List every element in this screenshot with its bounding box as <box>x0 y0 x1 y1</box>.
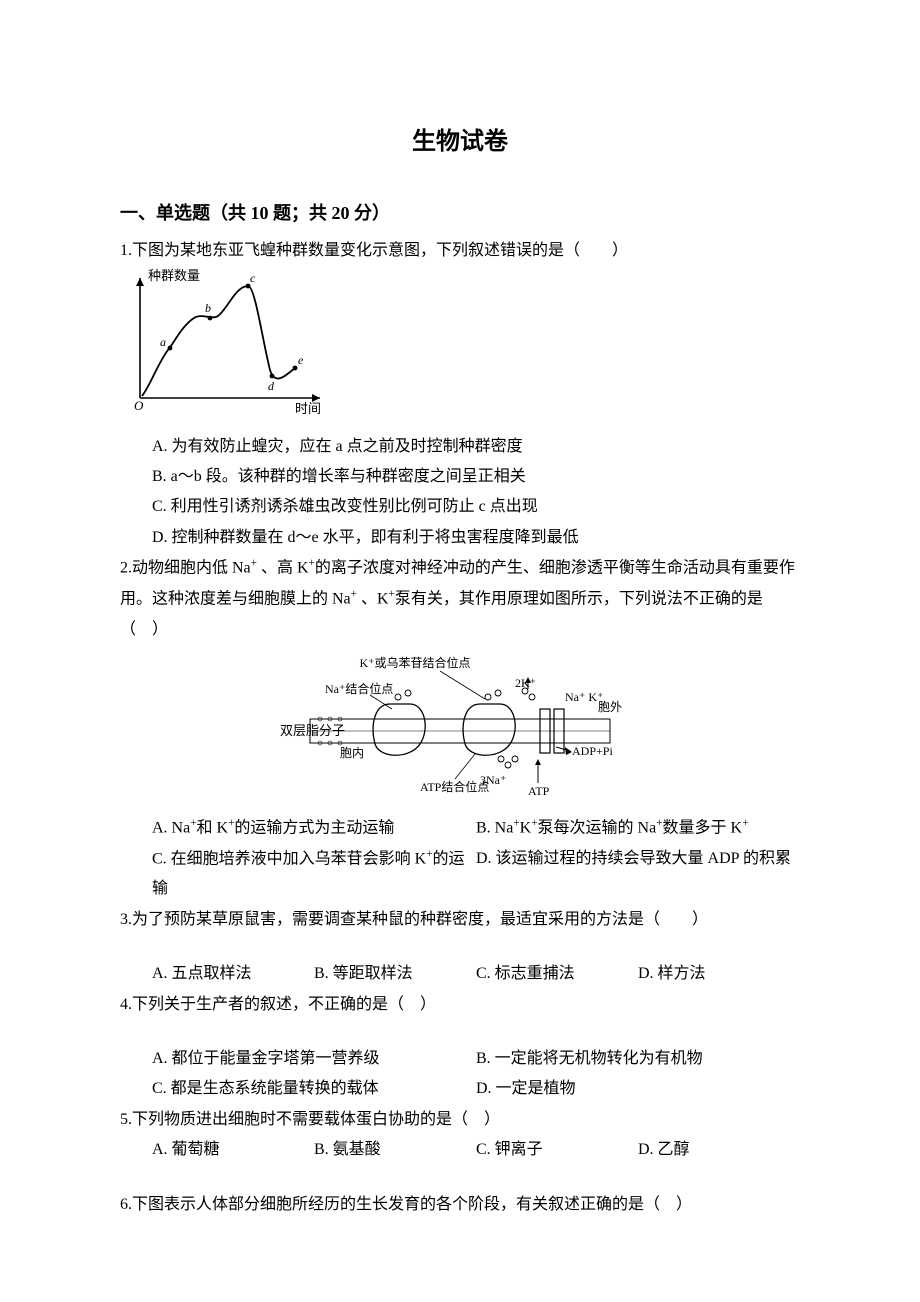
point-e: e <box>298 353 304 367</box>
q5-stem: 5.下列物质进出细胞时不需要载体蛋白协助的是（ ） <box>120 1105 800 1135</box>
q1-optA: A. 为有效防止蝗灾，应在 a 点之前及时控制种群密度 <box>120 432 800 462</box>
q5-options: A. 葡萄糖 B. 氨基酸 C. 钾离子 D. 乙醇 <box>120 1135 800 1165</box>
q1-optC: C. 利用性引诱剂诱杀雄虫改变性别比例可防止 c 点出现 <box>120 492 800 522</box>
fig2-adp: ADP+Pi <box>572 744 613 758</box>
fig2-na-site: Na⁺结合位点 <box>325 681 393 696</box>
doc-title: 生物试卷 <box>120 120 800 166</box>
q2-stem-part1: 2.动物细胞内低 Na <box>120 559 251 576</box>
q4-optC: C. 都是生态系统能量转换的载体 <box>152 1074 476 1104</box>
q5-optC: C. 钾离子 <box>476 1135 638 1165</box>
y-axis-label: 种群数量 <box>148 268 200 283</box>
fig2-atp: ATP <box>528 784 550 798</box>
fig2-bilayer: 双层脂分子 <box>280 723 345 738</box>
q3-optD: D. 样方法 <box>638 959 800 989</box>
q6-stem: 6.下图表示人体部分细胞所经历的生长发育的各个阶段，有关叙述正确的是（ ） <box>120 1190 800 1220</box>
q4-optD: D. 一定是植物 <box>476 1074 800 1104</box>
q1-optD: D. 控制种群数量在 d～e 水平，即有利于将虫害程度降到最低 <box>120 523 800 553</box>
q2-optA: A. Na+和 K+的运输方式为主动运输 <box>152 813 476 844</box>
q2-stem-part4: 、K <box>357 590 389 607</box>
fig2-inside: 胞内 <box>340 746 364 760</box>
q3-options: A. 五点取样法 B. 等距取样法 C. 标志重捕法 D. 样方法 <box>120 959 800 989</box>
point-a: a <box>160 335 166 349</box>
q3-optC: C. 标志重捕法 <box>476 959 638 989</box>
q5-optB: B. 氨基酸 <box>314 1135 476 1165</box>
q4-row1: A. 都位于能量金字塔第一营养级 B. 一定能将无机物转化为有机物 <box>120 1044 800 1074</box>
q3-optB: B. 等距取样法 <box>314 959 476 989</box>
q3-stem: 3.为了预防某草原鼠害，需要调查某种鼠的种群密度，最适宜采用的方法是（ ） <box>120 905 800 935</box>
q2-row1: A. Na+和 K+的运输方式为主动运输 B. Na+K+泵每次运输的 Na+数… <box>120 813 800 844</box>
q5-optD: D. 乙醇 <box>638 1135 800 1165</box>
q2-optB: B. Na+K+泵每次运输的 Na+数量多于 K+ <box>476 813 800 844</box>
point-c: c <box>250 271 256 285</box>
q4-stem: 4.下列关于生产者的叙述，不正确的是（ ） <box>120 990 800 1020</box>
point-b: b <box>205 301 211 315</box>
fig2-outside: 胞外 <box>598 700 622 714</box>
fig2-atp-site: ATP结合位点 <box>420 779 489 794</box>
q1-stem: 1.下图为某地东亚飞蝗种群数量变化示意图，下列叙述错误的是（ ） <box>120 236 800 266</box>
q2-stem: 2.动物细胞内低 Na+ 、高 K+的离子浓度对神经冲动的产生、细胞渗透平衡等生… <box>120 553 800 645</box>
fig2-3na: 3Na⁺ <box>480 773 506 787</box>
q4-optB: B. 一定能将无机物转化为有机物 <box>476 1044 800 1074</box>
q5-optA: A. 葡萄糖 <box>152 1135 314 1165</box>
q3-optA: A. 五点取样法 <box>152 959 314 989</box>
point-d: d <box>268 379 275 393</box>
q4-optA: A. 都位于能量金字塔第一营养级 <box>152 1044 476 1074</box>
q1-optB: B. a～b 段。该种群的增长率与种群密度之间呈正相关 <box>120 462 800 492</box>
q2-optC: C. 在细胞培养液中加入乌苯苷会影响 K+的运输 <box>152 844 476 905</box>
fig2-k-site: K⁺或乌苯苷结合位点 <box>359 655 470 670</box>
page: 生物试卷 一、单选题（共 10 题；共 20 分） 1.下图为某地东亚飞蝗种群数… <box>0 0 920 1280</box>
q2-figure: Na⁺结合位点 K⁺或乌苯苷结合位点 2K⁺ Na⁺ K⁺ 胞外 双层脂分子 胞… <box>280 649 640 809</box>
q2-row2: C. 在细胞培养液中加入乌苯苷会影响 K+的运输 D. 该运输过程的持续会导致大… <box>120 844 800 905</box>
q4-row2: C. 都是生态系统能量转换的载体 D. 一定是植物 <box>120 1074 800 1104</box>
section-heading: 一、单选题（共 10 题；共 20 分） <box>120 196 800 230</box>
axis-origin: O <box>134 398 144 413</box>
q2-stem-part2: 、高 K <box>257 559 309 576</box>
q1-figure: O 种群数量 时间 a b c d e <box>120 268 330 418</box>
x-axis-label: 时间 <box>295 401 321 416</box>
q2-optD: D. 该运输过程的持续会导致大量 ADP 的积累 <box>476 844 800 905</box>
